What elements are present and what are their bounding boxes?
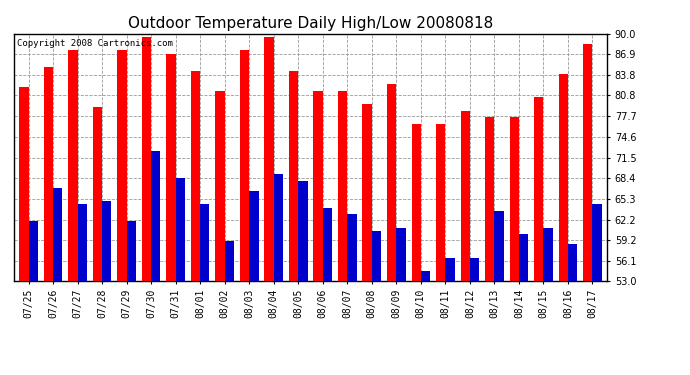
Bar <box>77 204 87 281</box>
Bar <box>117 51 126 281</box>
Bar <box>176 178 185 281</box>
Bar <box>264 37 274 281</box>
Bar <box>240 51 249 281</box>
Bar <box>445 258 455 281</box>
Bar <box>396 228 406 281</box>
Bar <box>298 181 308 281</box>
Bar <box>485 117 495 281</box>
Bar <box>338 91 347 281</box>
Bar <box>274 174 283 281</box>
Bar <box>387 84 396 281</box>
Bar <box>372 231 381 281</box>
Bar <box>323 208 332 281</box>
Bar <box>102 201 111 281</box>
Bar <box>559 74 568 281</box>
Bar <box>28 221 38 281</box>
Bar <box>362 104 372 281</box>
Bar <box>151 151 161 281</box>
Bar <box>215 91 225 281</box>
Bar <box>436 124 445 281</box>
Bar <box>460 111 470 281</box>
Bar <box>519 234 529 281</box>
Title: Outdoor Temperature Daily High/Low 20080818: Outdoor Temperature Daily High/Low 20080… <box>128 16 493 31</box>
Bar <box>225 241 234 281</box>
Bar <box>411 124 421 281</box>
Bar <box>249 191 259 281</box>
Bar <box>313 91 323 281</box>
Bar <box>289 70 298 281</box>
Bar <box>191 70 200 281</box>
Bar <box>92 107 102 281</box>
Bar <box>534 97 544 281</box>
Bar <box>68 51 77 281</box>
Bar <box>495 211 504 281</box>
Bar <box>421 271 430 281</box>
Bar <box>510 117 519 281</box>
Text: Copyright 2008 Cartronics.com: Copyright 2008 Cartronics.com <box>17 39 172 48</box>
Bar <box>126 221 136 281</box>
Bar <box>43 67 53 281</box>
Bar <box>544 228 553 281</box>
Bar <box>593 204 602 281</box>
Bar <box>568 244 578 281</box>
Bar <box>142 37 151 281</box>
Bar <box>166 54 176 281</box>
Bar <box>470 258 479 281</box>
Bar <box>200 204 210 281</box>
Bar <box>53 188 62 281</box>
Bar <box>19 87 28 281</box>
Bar <box>583 44 593 281</box>
Bar <box>347 214 357 281</box>
